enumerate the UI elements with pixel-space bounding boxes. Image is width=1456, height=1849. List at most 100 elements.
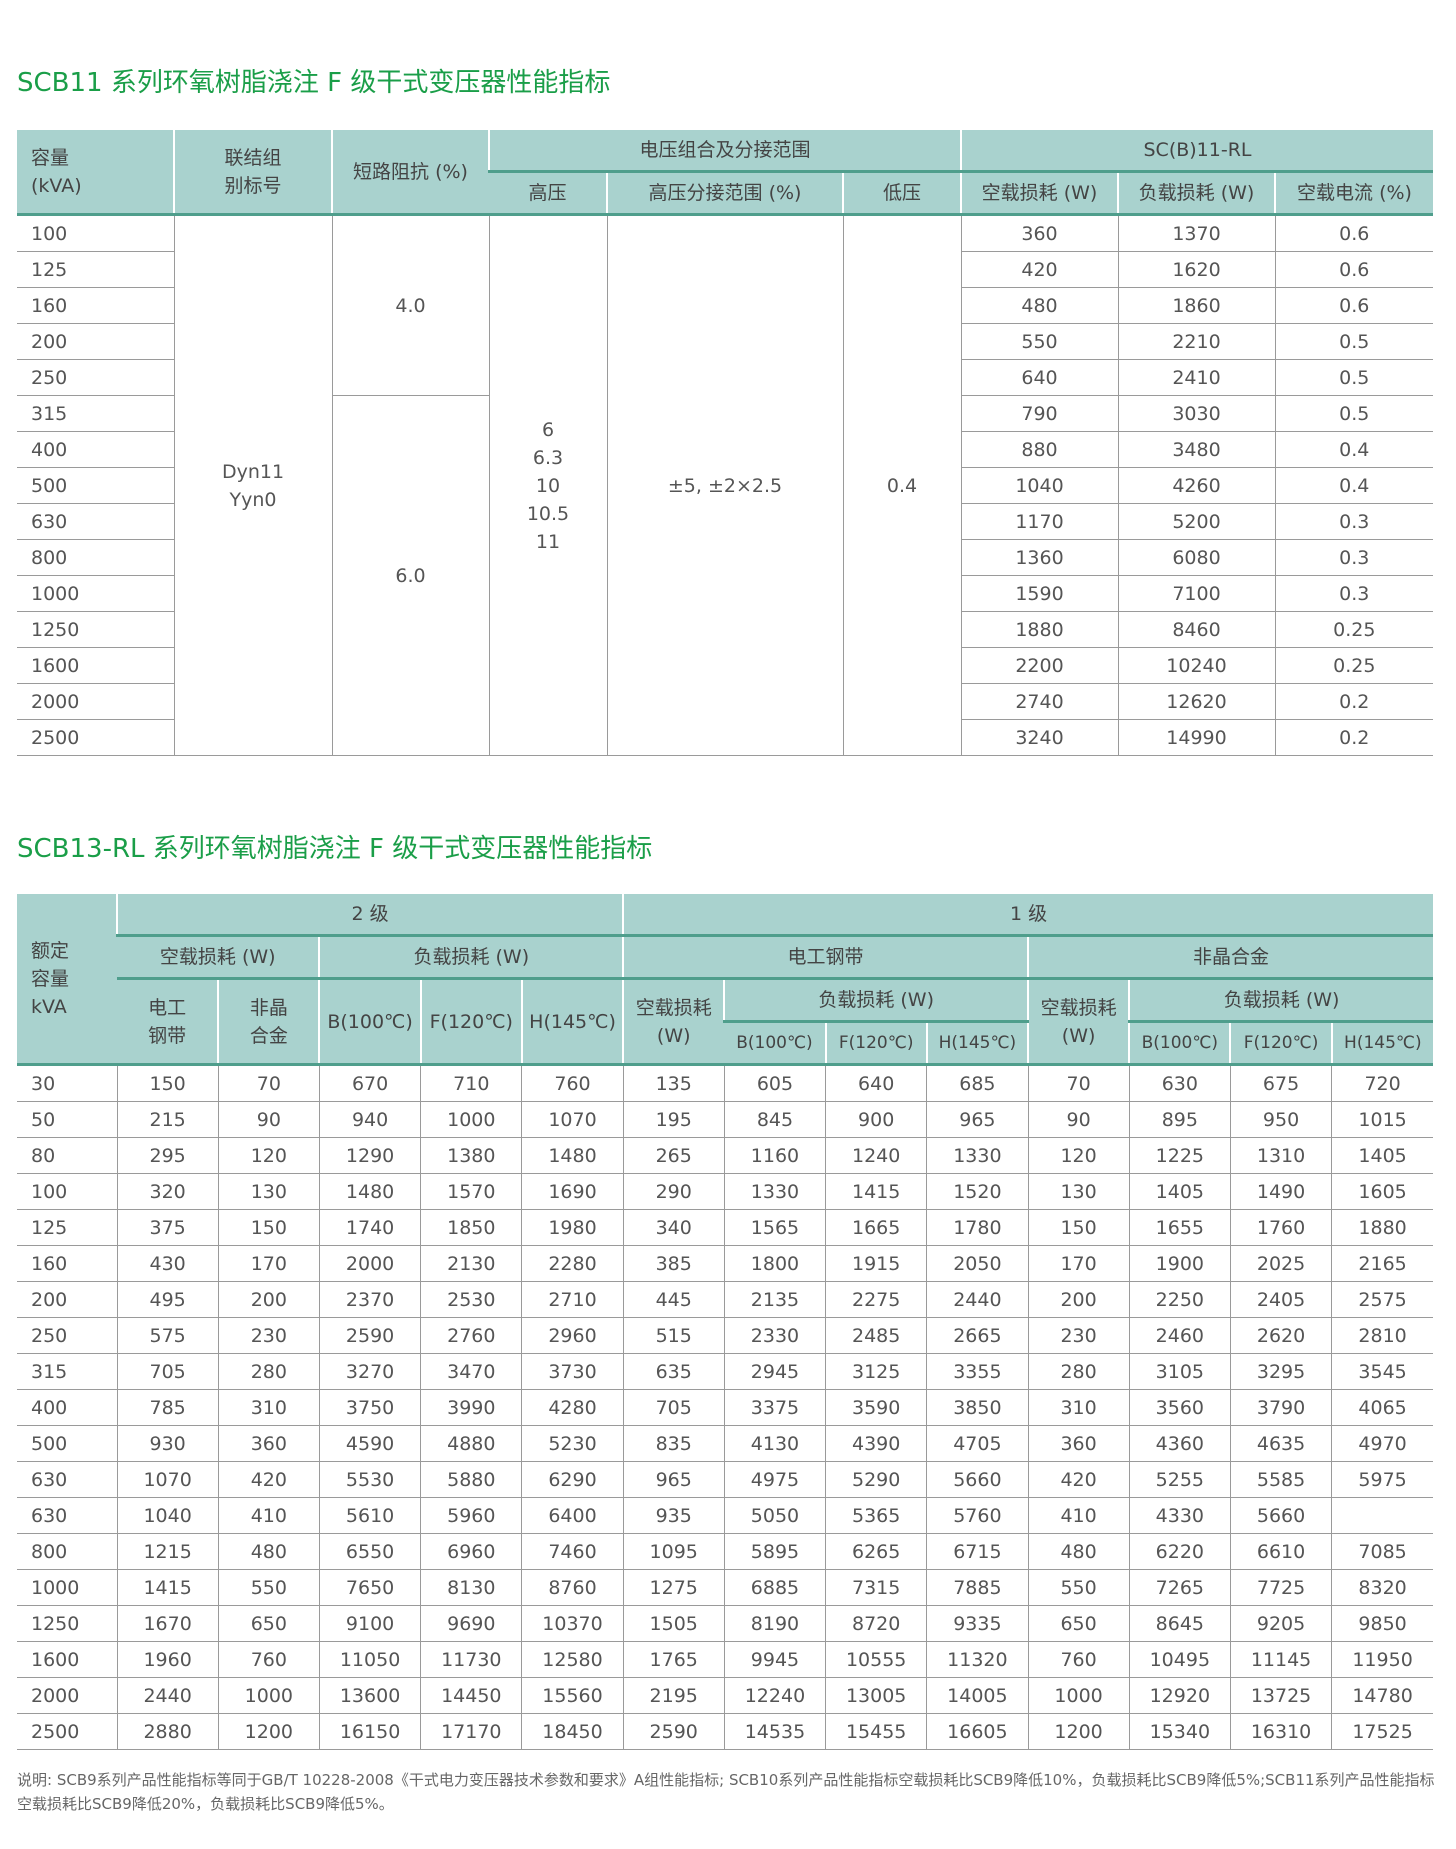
value-cell: 130 — [1027, 1173, 1130, 1210]
value-cell: 13600 — [318, 1677, 421, 1714]
value-cell: 5660 — [926, 1461, 1028, 1498]
value-cell: 14450 — [420, 1677, 522, 1714]
table-row: 500 1040 4260 0.4 — [17, 467, 1434, 504]
capacity-cell: 800 — [17, 539, 174, 576]
no-load-loss-cell: 3240 — [960, 719, 1118, 756]
value-cell: 1480 — [318, 1173, 421, 1210]
value-cell: 900 — [825, 1101, 927, 1138]
value-cell: 1415 — [825, 1173, 927, 1210]
value-cell: 10495 — [1128, 1641, 1231, 1678]
value-cell: 1665 — [825, 1209, 927, 1246]
value-cell: 6550 — [318, 1533, 421, 1570]
capacity-cell: 1250 — [17, 611, 174, 648]
capacity-cell: 315 — [17, 1353, 118, 1390]
value-cell: 2135 — [723, 1281, 826, 1318]
value-cell: 1000 — [1027, 1677, 1130, 1714]
value-cell: 6400 — [521, 1497, 624, 1534]
value-cell: 280 — [1027, 1353, 1130, 1390]
no-load-current-cell: 0.6 — [1274, 214, 1434, 252]
value-cell: 550 — [217, 1569, 320, 1606]
header-hv: 高压 — [489, 171, 607, 216]
table-row: 2000 2740 12620 0.2 — [17, 683, 1434, 720]
value-cell: 3125 — [825, 1353, 927, 1390]
capacity-cell: 30 — [17, 1064, 118, 1102]
table-row: 100 Dyn11 Yyn0 4.0 6 6.3 10 10.5 11 ±5, ±2×2… — [17, 214, 1434, 756]
table-row: 250 640 2410 0.5 — [17, 359, 1434, 396]
value-cell: 3270 — [318, 1353, 421, 1390]
header-impedance: 短路阻抗 (%) — [331, 130, 489, 216]
value-cell: 1310 — [1229, 1137, 1332, 1174]
capacity-cell: 800 — [17, 1533, 118, 1570]
header-g1-am-load-loss: 负载损耗 (W) — [1128, 978, 1433, 1023]
value-cell: 7725 — [1229, 1569, 1332, 1606]
no-load-current-cell: 0.6 — [1274, 287, 1434, 324]
header-g2-b: B(100℃) — [318, 978, 421, 1066]
value-cell: 3105 — [1128, 1353, 1231, 1390]
value-cell: 1330 — [926, 1137, 1028, 1174]
capacity-cell: 250 — [17, 359, 174, 396]
value-cell: 130 — [217, 1173, 320, 1210]
capacity-cell: 500 — [17, 467, 174, 504]
value-cell: 5610 — [318, 1497, 421, 1534]
value-cell: 965 — [622, 1461, 725, 1498]
header-g2-f: F(120℃) — [419, 978, 522, 1066]
value-cell: 1380 — [420, 1137, 522, 1174]
value-cell: 215 — [116, 1101, 219, 1138]
no-load-loss-cell: 1170 — [960, 503, 1118, 540]
header-capacity: 容量 (kVA) — [17, 130, 174, 216]
value-cell: 2440 — [116, 1677, 219, 1714]
value-cell: 8130 — [420, 1569, 522, 1606]
load-loss-cell: 8460 — [1117, 611, 1275, 648]
header-g1-ss-b: B(100℃) — [724, 1021, 826, 1066]
load-loss-cell: 12620 — [1117, 683, 1275, 720]
capacity-cell: 200 — [17, 1281, 118, 1318]
header-g1-ss-load-loss: 负载损耗 (W) — [723, 978, 1028, 1023]
impedance-cell: 6.0 — [331, 395, 489, 756]
header-rated-capacity: 额定 容量 kVA — [17, 894, 118, 1066]
value-cell: 1760 — [1229, 1209, 1332, 1246]
value-cell: 4280 — [521, 1389, 624, 1426]
value-cell: 5975 — [1331, 1461, 1433, 1498]
table-row: 160 430 170 2000 2130 2280 385 1800 1915 2050 170 1… — [17, 1245, 1433, 1282]
value-cell: 1200 — [217, 1713, 320, 1750]
no-load-loss-cell: 2200 — [960, 647, 1118, 684]
value-cell: 8190 — [723, 1605, 826, 1642]
value-cell: 1980 — [521, 1209, 624, 1246]
value-cell: 480 — [1027, 1533, 1130, 1570]
value-cell: 8645 — [1128, 1605, 1231, 1642]
value-cell: 2880 — [116, 1713, 219, 1750]
table-row: 1250 1880 8460 0.25 — [17, 611, 1434, 648]
load-loss-cell: 14990 — [1117, 719, 1275, 756]
capacity-cell: 2500 — [17, 719, 174, 756]
value-cell: 1490 — [1229, 1173, 1332, 1210]
value-cell: 705 — [116, 1353, 219, 1390]
header-load-loss: 负载损耗 (W) — [1117, 171, 1275, 216]
capacity-cell: 1000 — [17, 1569, 118, 1606]
header-g2-silicon-steel: 电工 钢带 — [117, 978, 219, 1066]
value-cell: 3730 — [521, 1353, 624, 1390]
header-g1-am-b: B(100℃) — [1128, 1021, 1231, 1066]
value-cell: 16150 — [318, 1713, 421, 1750]
value-cell: 1070 — [116, 1461, 219, 1498]
value-cell: 320 — [116, 1173, 219, 1210]
value-cell: 6290 — [521, 1461, 624, 1498]
table1-title: SCB11 系列环氧树脂浇注 F 级干式变压器性能指标 — [17, 68, 611, 98]
value-cell: 9335 — [926, 1605, 1028, 1642]
no-load-current-cell: 0.3 — [1274, 575, 1434, 612]
value-cell: 4130 — [723, 1425, 826, 1462]
value-cell: 1740 — [318, 1209, 421, 1246]
value-cell: 70 — [1027, 1064, 1130, 1102]
value-cell: 1690 — [521, 1173, 624, 1210]
table-row: 400 785 310 3750 3990 4280 705 3375 3590 3850 310 3… — [17, 1389, 1433, 1426]
capacity-cell: 2500 — [17, 1713, 118, 1750]
value-cell: 1330 — [723, 1173, 826, 1210]
value-cell: 170 — [1027, 1245, 1130, 1282]
no-load-current-cell: 0.3 — [1274, 539, 1434, 576]
value-cell: 16605 — [926, 1713, 1028, 1750]
value-cell: 940 — [318, 1101, 421, 1138]
value-cell: 2440 — [926, 1281, 1028, 1318]
value-cell: 9945 — [723, 1641, 826, 1678]
value-cell: 410 — [217, 1497, 320, 1534]
value-cell: 8760 — [521, 1569, 624, 1606]
value-cell: 1290 — [318, 1137, 421, 1174]
